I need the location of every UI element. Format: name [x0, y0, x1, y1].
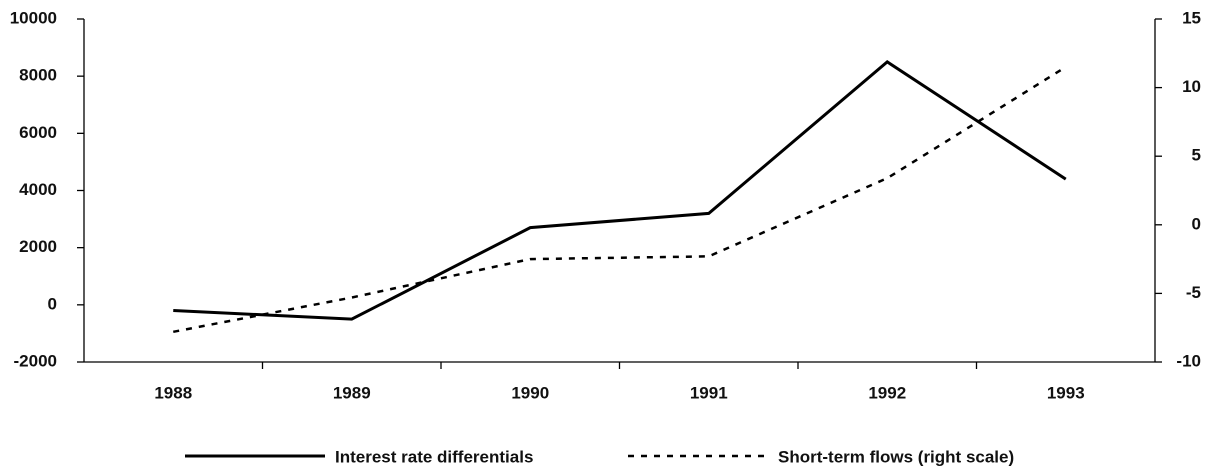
- y2-tick-label: 5: [1192, 146, 1201, 165]
- series-line: [173, 65, 1067, 334]
- y-tick-label: 2000: [19, 237, 57, 256]
- y2-tick-label: 0: [1192, 214, 1201, 233]
- x-tick-label: 1991: [690, 383, 728, 402]
- y2-tick-label: 10: [1182, 77, 1201, 96]
- y-tick-label: 4000: [19, 180, 57, 199]
- x-tick-label: 1988: [154, 383, 192, 402]
- x-tick-label: 1993: [1047, 383, 1085, 402]
- series-line: [173, 60, 1067, 321]
- y-tick-label: 8000: [19, 66, 57, 85]
- y2-tick-label: -5: [1186, 283, 1201, 302]
- y-tick-label: 0: [48, 294, 57, 313]
- x-tick-label: 1989: [333, 383, 371, 402]
- y-tick-label: 6000: [19, 123, 57, 142]
- legend-label: Interest rate differentials: [335, 447, 533, 466]
- y2-tick-label: 15: [1182, 8, 1201, 27]
- x-tick-label: 1992: [868, 383, 906, 402]
- y-tick-label: -2000: [14, 351, 57, 370]
- x-tick-label: 1990: [511, 383, 549, 402]
- y-tick-label: 10000: [10, 8, 57, 27]
- y2-tick-label: -10: [1176, 351, 1201, 370]
- legend-label: Short-term flows (right scale): [778, 447, 1014, 466]
